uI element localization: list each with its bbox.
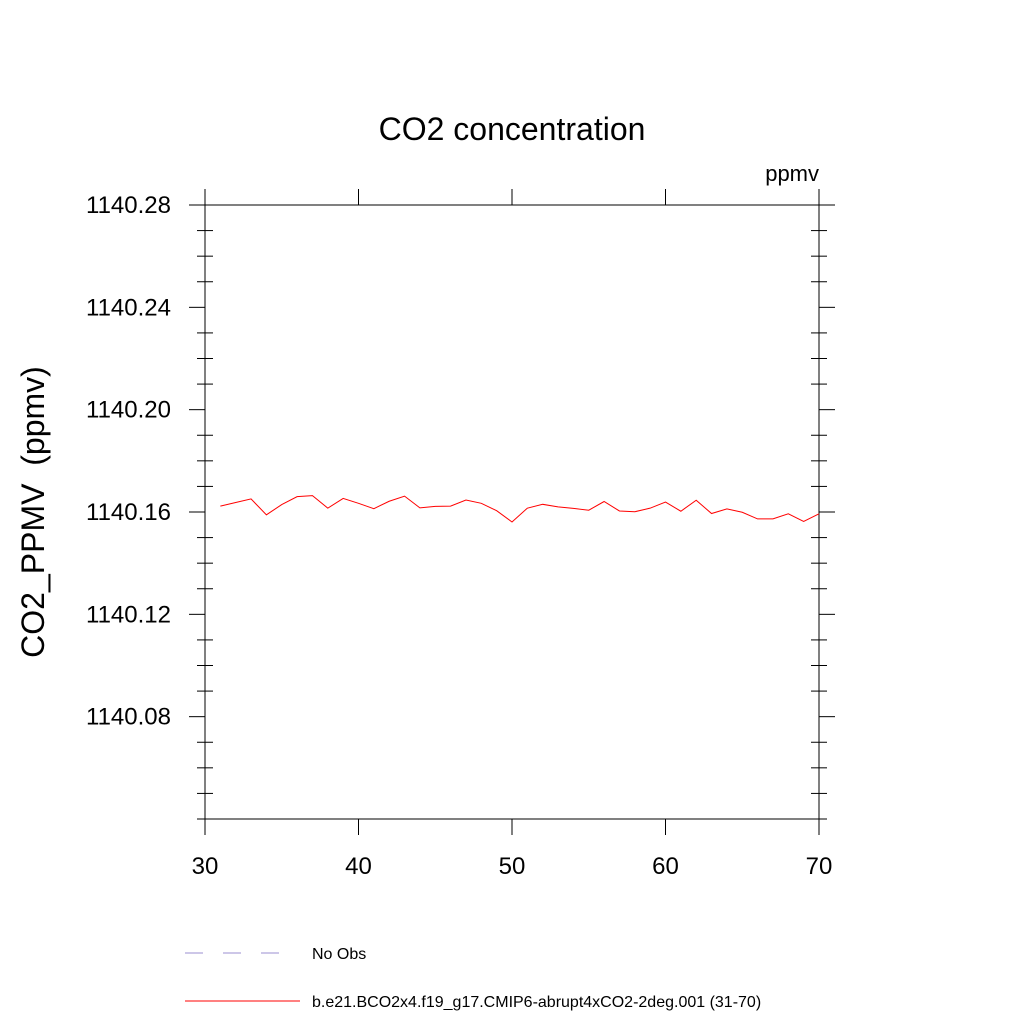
units-label: ppmv [765,161,819,186]
y-tick-label: 1140.28 [86,192,171,219]
x-tick-label: 50 [499,853,526,880]
x-tick-label: 40 [345,853,372,880]
x-tick-label: 60 [652,853,679,880]
x-tick-label: 70 [806,853,833,880]
legend-label-no-obs: No Obs [312,946,366,963]
series-lines [220,495,820,523]
y-tick-labels: 1140.08 1140.12 1140.16 1140.20 1140.24 1140.… [86,192,171,731]
y-tick-label: 1140.08 [86,704,171,731]
legend-label-model-run: b.e21.BCO2x4.f19_g17.CMIP6-abrupt4xCO2-2… [312,994,761,1011]
plot-frame [204,204,820,820]
y-axis-label: CO2_PPMV (ppmv) [15,366,51,658]
chart-title: CO2 concentration [379,111,646,147]
x-tick-label: 30 [192,853,219,880]
y-tick-label: 1140.16 [86,499,171,526]
y-tick-label: 1140.12 [86,601,171,628]
x-tick-labels: 30 40 50 60 70 [192,853,833,880]
y-tick-label: 1140.20 [86,397,171,424]
series-line-0 [220,495,820,523]
legend: No Obs b.e21.BCO2x4.f19_g17.CMIP6-abrupt… [185,946,761,1011]
y-tick-label: 1140.24 [86,294,171,321]
axis-ticks [189,189,835,835]
